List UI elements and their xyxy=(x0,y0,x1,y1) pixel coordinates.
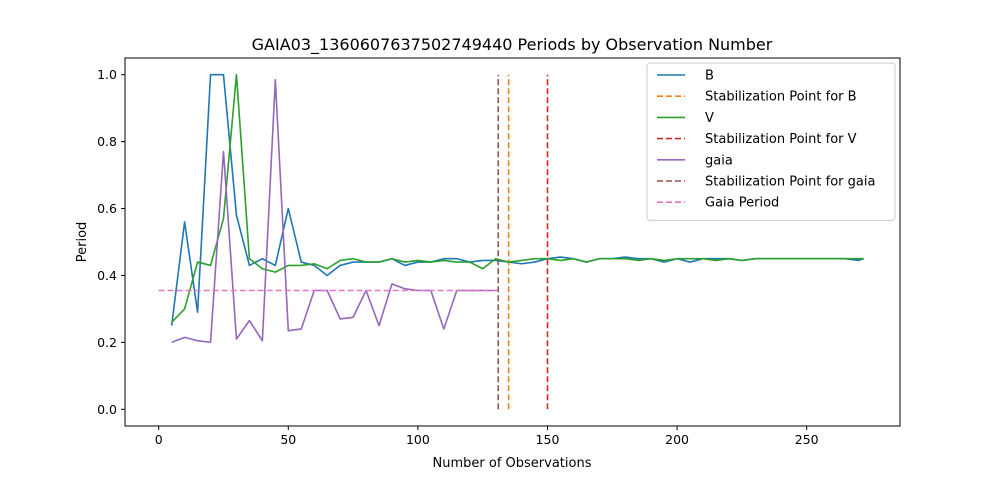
x-tick-label: 50 xyxy=(280,432,296,447)
y-tick-label: 0.8 xyxy=(97,134,117,149)
axis-ticks: 0 50 100 150 200 250 0.0 0.2 0.4 0.6 0.8 1.0 xyxy=(97,67,819,447)
legend-label-stabilization-point-for-b: Stabilization Point for B xyxy=(705,90,857,105)
x-tick-label: 250 xyxy=(795,432,819,447)
y-tick-label: 0.2 xyxy=(97,335,117,350)
legend-label-gaia-period: Gaia Period xyxy=(705,196,779,211)
x-tick-label: 150 xyxy=(536,432,560,447)
plot-frame xyxy=(124,57,901,427)
x-tick-label: 0 xyxy=(155,432,163,447)
y-tick-label: 0.0 xyxy=(97,402,117,417)
y-axis-label: Period xyxy=(75,222,90,263)
y-tick-label: 0.4 xyxy=(97,268,117,283)
plot-area xyxy=(158,73,864,410)
x-tick-label: 200 xyxy=(665,432,689,447)
legend-box xyxy=(646,62,896,221)
legend-label-v: V xyxy=(705,111,714,126)
legend-label-stabilization-point-for-v: Stabilization Point for V xyxy=(705,132,857,147)
legend: B Stabilization Point for B V Stabilization… xyxy=(646,62,896,221)
legend-label-stabilization-point-for-gaia: Stabilization Point for gaia xyxy=(705,175,875,190)
legend-label-gaia: gaia xyxy=(705,153,733,168)
series-line-gaia xyxy=(171,78,496,344)
series-line-v xyxy=(171,73,864,323)
x-tick-label: 100 xyxy=(406,432,430,447)
y-tick-label: 0.6 xyxy=(97,201,117,216)
y-tick-label: 1.0 xyxy=(97,67,117,82)
legend-label-b: B xyxy=(705,69,714,84)
chart-title: GAIA03_1360607637502749440 Periods by Ob… xyxy=(252,35,773,55)
x-axis-label: Number of Observations xyxy=(433,456,592,471)
